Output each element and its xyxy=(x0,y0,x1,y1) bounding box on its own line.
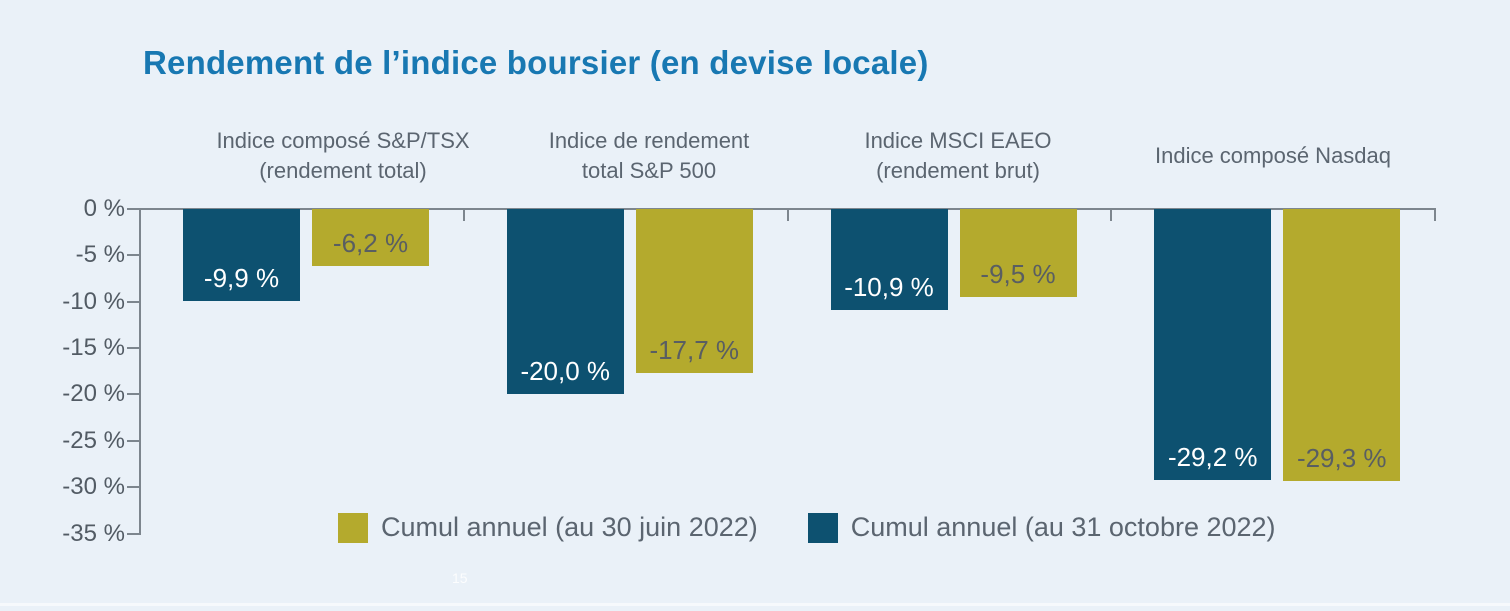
y-axis-tick-mark xyxy=(127,393,140,396)
y-axis-tick-label: -15 % xyxy=(62,334,125,362)
bar-october: -29,2 % xyxy=(1154,209,1272,480)
bar-value-label: -10,9 % xyxy=(844,272,934,303)
y-axis-tick-mark xyxy=(127,439,140,442)
y-axis-tick-label: -5 % xyxy=(75,241,125,269)
legend-item: Cumul annuel (au 30 juin 2022) xyxy=(338,512,758,543)
legend-item: Cumul annuel (au 31 octobre 2022) xyxy=(807,512,1276,543)
chart-legend: Cumul annuel (au 30 juin 2022) Cumul annu… xyxy=(338,512,1276,543)
y-axis-tick-label: -10 % xyxy=(62,287,125,315)
category-label-line: Indice composé Nasdaq xyxy=(1154,143,1392,168)
category-label: Indice composé S&P/TSX (rendement total) xyxy=(163,112,523,200)
category-label-line: total S&P 500 xyxy=(581,158,717,183)
y-axis-tick-label: 0 % xyxy=(83,195,125,222)
y-axis-line xyxy=(139,209,141,535)
y-axis-tick-mark xyxy=(127,486,140,489)
bar-october: -10,9 % xyxy=(830,209,948,311)
y-axis-tick-mark xyxy=(127,347,140,350)
x-axis-tick-mark xyxy=(786,209,789,221)
page-number: 15 xyxy=(452,570,468,586)
category-label-line: Indice MSCI EAEO xyxy=(864,128,1052,153)
y-axis-tick-mark xyxy=(127,532,140,535)
bar-value-label: -17,7 % xyxy=(649,335,740,366)
y-axis-tick-label: -35 % xyxy=(62,519,125,547)
legend-swatch-icon xyxy=(338,512,368,543)
category-label: Indice MSCI EAEO (rendement brut) xyxy=(778,112,1138,200)
bar-june: -9,5 % xyxy=(959,209,1077,298)
bar-value-label: -20,0 % xyxy=(520,356,611,387)
y-axis-tick-mark xyxy=(127,208,140,210)
y-axis-tick-label: -25 % xyxy=(62,426,125,454)
y-axis-tick-label: -20 % xyxy=(62,380,125,408)
bar-october: -9,9 % xyxy=(183,209,300,301)
bar-june: -29,3 % xyxy=(1283,209,1401,481)
category-label: Indice de rendement total S&P 500 xyxy=(469,112,829,200)
y-axis-tick-mark xyxy=(127,300,140,303)
bar-value-label: -6,2 % xyxy=(332,228,409,259)
category-label-line: (rendement brut) xyxy=(876,158,1040,183)
chart-title: Rendement de l’indice boursier (en devis… xyxy=(143,44,929,81)
bar-value-label: -29,2 % xyxy=(1167,441,1258,472)
category-label-line: Indice de rendement xyxy=(548,128,750,153)
x-axis-tick-mark xyxy=(1110,209,1113,221)
bar-june: -6,2 % xyxy=(312,209,429,267)
legend-label: Cumul annuel (au 31 octobre 2022) xyxy=(850,512,1276,542)
x-axis-tick-mark xyxy=(462,209,465,221)
bar-value-label: -9,9 % xyxy=(203,262,280,293)
legend-label: Cumul annuel (au 30 juin 2022) xyxy=(381,512,758,542)
bar-value-label: -9,5 % xyxy=(980,259,1056,290)
bar-june: -17,7 % xyxy=(635,209,753,374)
bottom-divider xyxy=(0,603,1510,606)
y-axis-tick-mark xyxy=(127,254,140,257)
category-label: Indice composé Nasdaq xyxy=(1093,112,1453,200)
category-label-line: (rendement total) xyxy=(259,158,427,183)
y-axis-tick-label: -30 % xyxy=(62,473,125,501)
category-label-line: Indice composé S&P/TSX xyxy=(216,128,470,153)
legend-swatch-icon xyxy=(807,512,838,543)
x-axis-tick-mark xyxy=(1434,209,1436,221)
bar-october: -20,0 % xyxy=(506,209,624,395)
bar-value-label: -29,3 % xyxy=(1296,442,1387,473)
